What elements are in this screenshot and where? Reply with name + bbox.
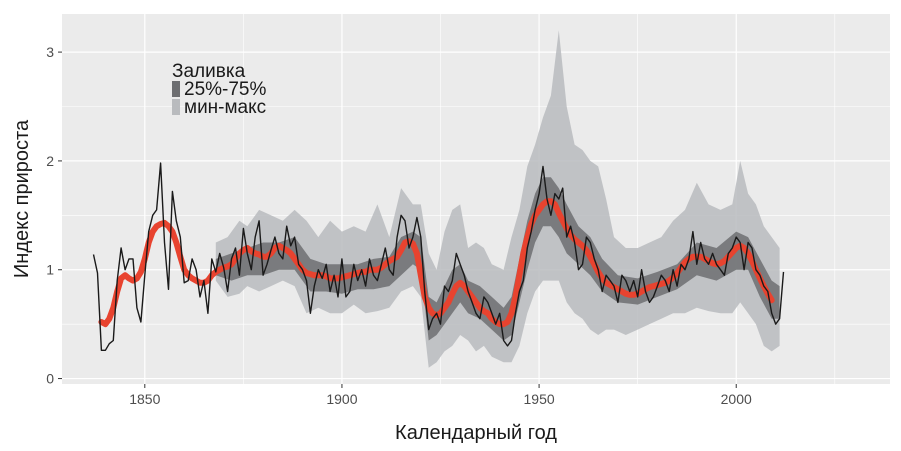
axis-ticks: 1850 1900 1950 2000 0 1 2 3 (46, 44, 752, 407)
fill-bands (215, 30, 780, 368)
x-tick-label: 1900 (326, 391, 357, 407)
y-axis-title: Индекс прироста (11, 119, 33, 278)
band-iqr (215, 177, 780, 341)
legend-key-minmax (172, 99, 180, 115)
legend: Заливка 25%-75% мин-макс (172, 61, 266, 118)
y-tick-label: 3 (46, 44, 54, 60)
chronology-series-line (92, 162, 785, 351)
legend-title: Заливка (172, 61, 246, 82)
legend-label-iqr: 25%-75% (184, 79, 266, 100)
smooth-series-line (98, 198, 775, 328)
legend-label-minmax: мин-макс (184, 97, 266, 118)
series-lines (92, 162, 785, 351)
y-tick-label: 0 (46, 371, 54, 387)
x-tick-label: 2000 (721, 391, 752, 407)
y-tick-label: 1 (46, 262, 54, 278)
y-tick-label: 2 (46, 153, 54, 169)
legend-key-iqr (172, 81, 180, 97)
x-tick-label: 1950 (524, 391, 555, 407)
x-tick-label: 1850 (129, 391, 160, 407)
x-axis-title: Календарный год (395, 422, 557, 444)
